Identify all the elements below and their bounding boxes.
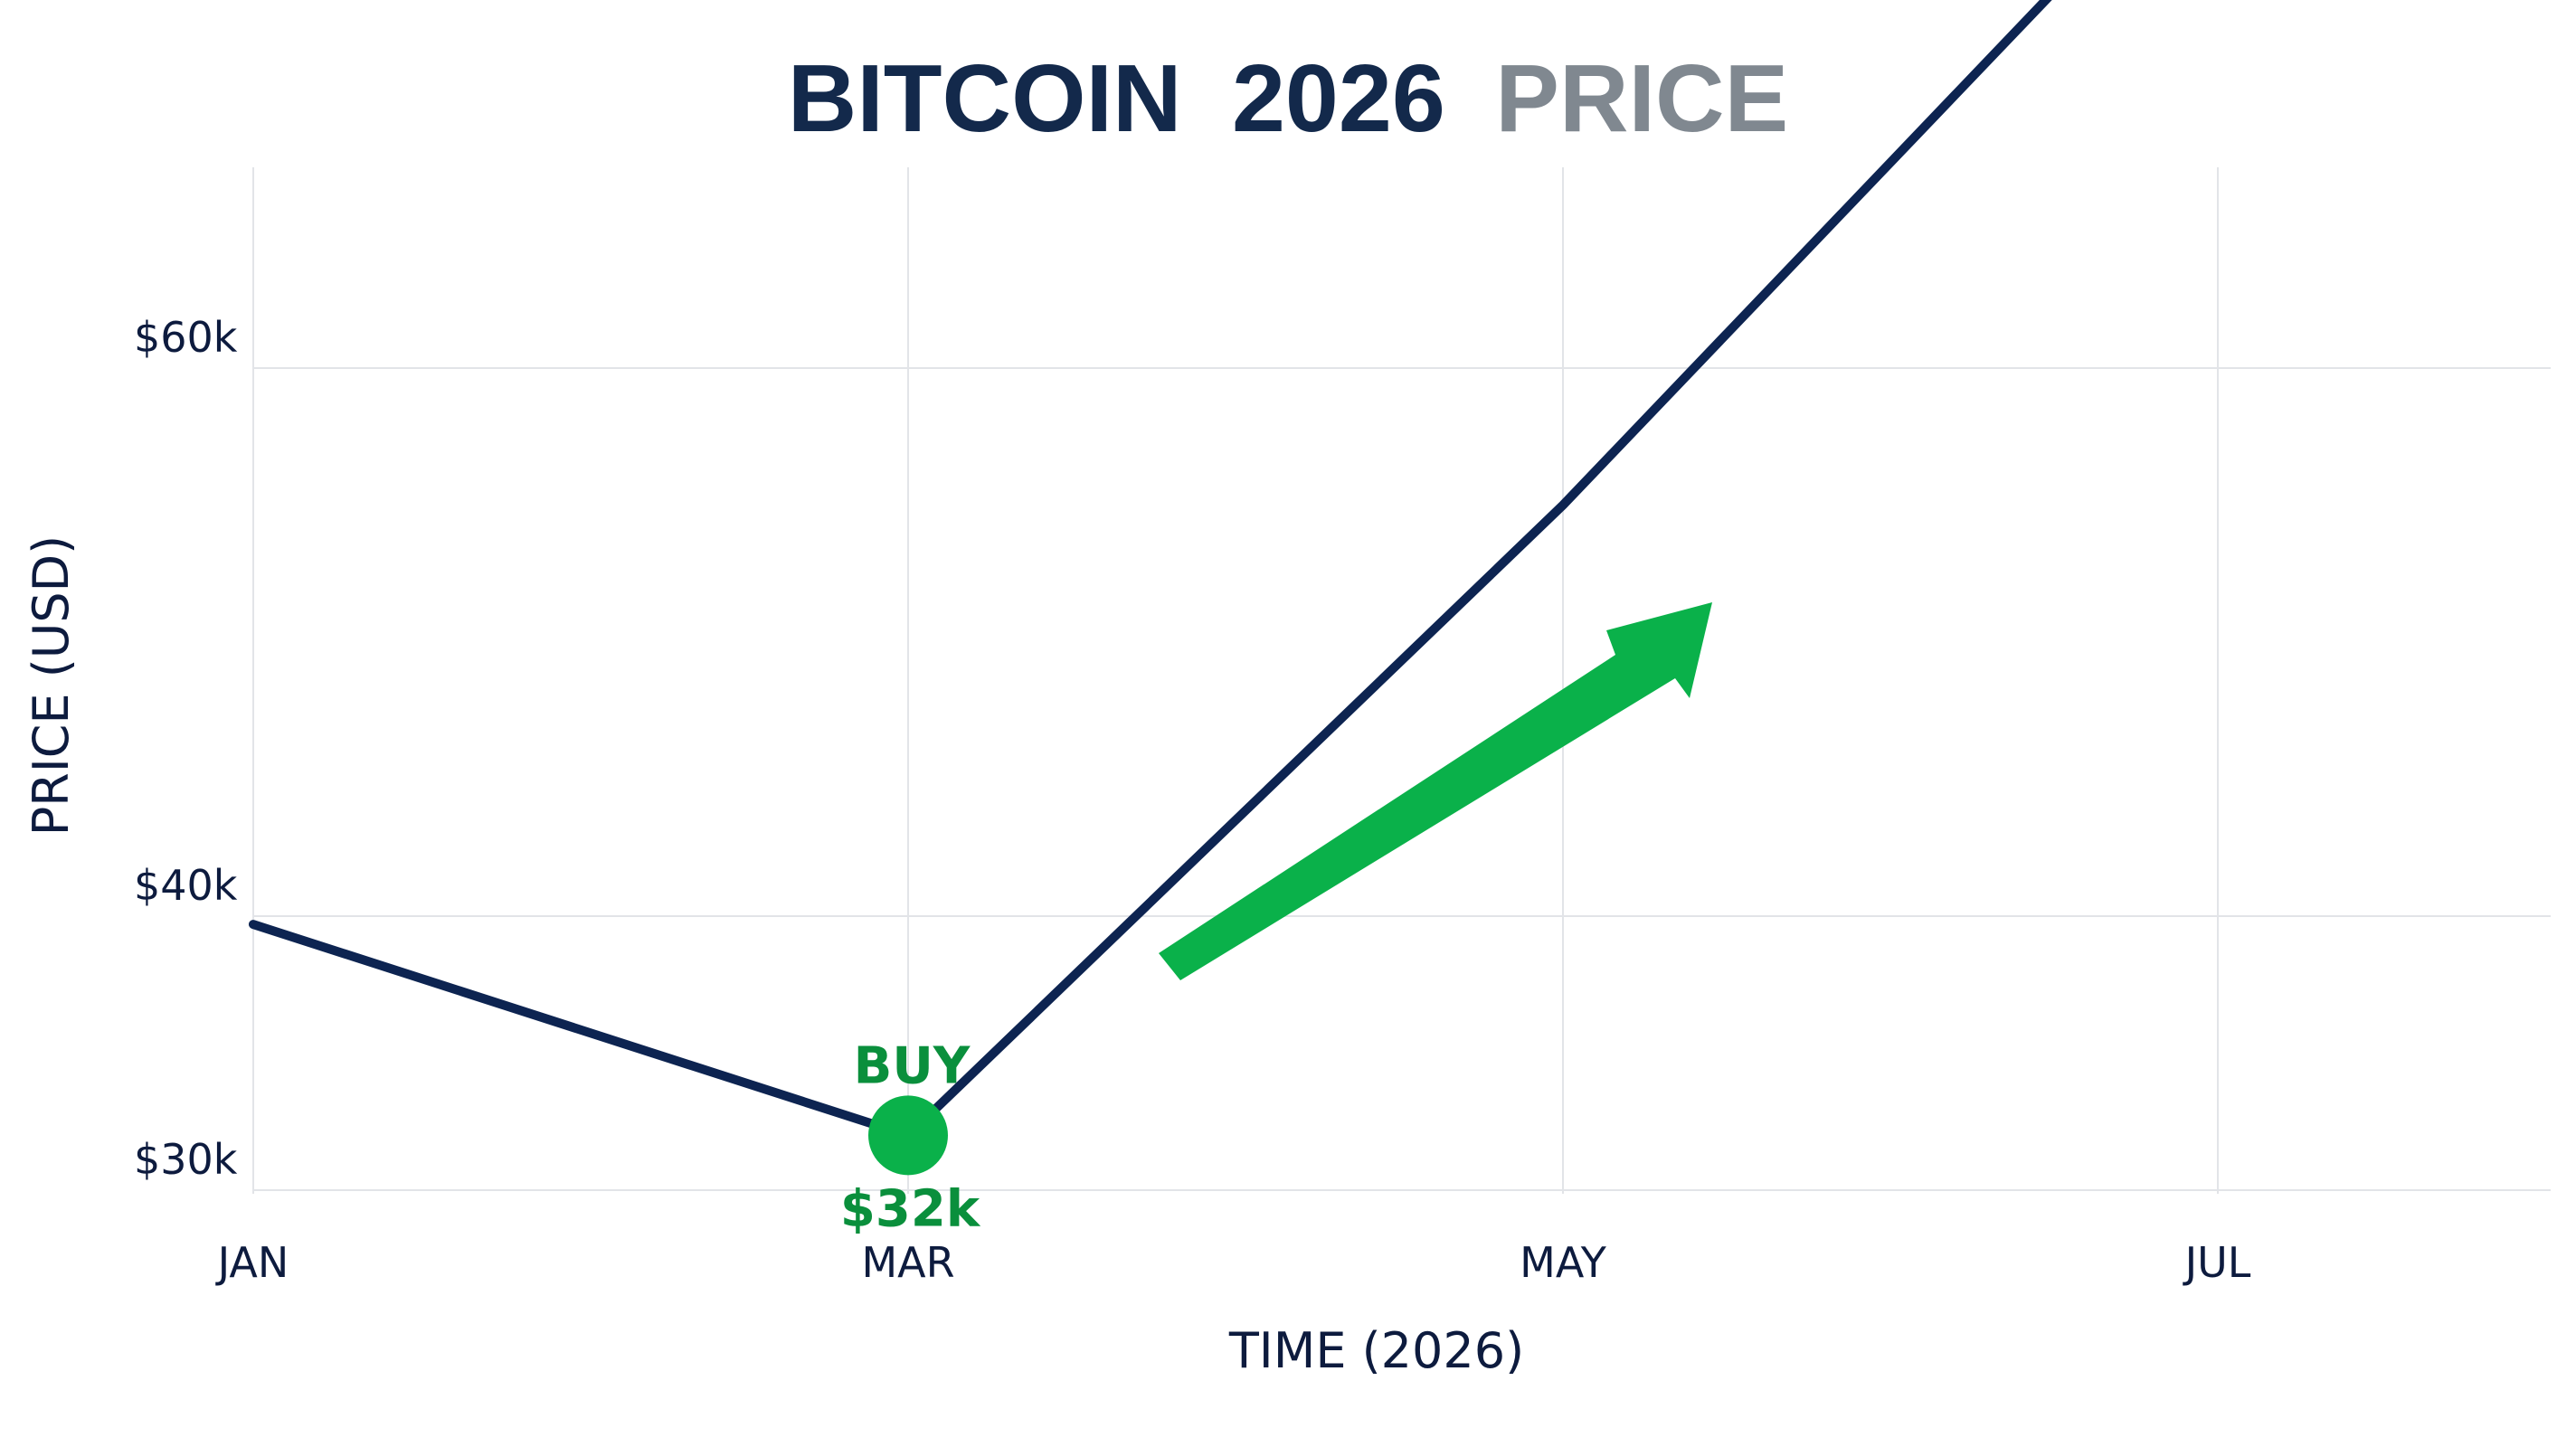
buy-point-marker	[868, 1095, 948, 1176]
chart-title-part1: BITCOIN	[788, 45, 1182, 152]
grid-lines	[252, 167, 2551, 1194]
price-line	[249, 0, 2052, 1140]
buy-label: BUY	[854, 1036, 971, 1095]
up-trend-arrow	[1159, 602, 1712, 980]
x-tick-label: MAR	[861, 1238, 954, 1287]
y-tick-label: $30k	[134, 1135, 238, 1184]
chart-title-part3: PRICE	[1495, 45, 1788, 152]
y-tick-label: $40k	[134, 861, 238, 910]
price-series	[249, 0, 2052, 1140]
x-tick-label: JAN	[215, 1238, 289, 1287]
chart-title: BITCOIN 2026 PRICE	[788, 45, 1788, 152]
x-tick-labels: JAN MAR MAY JUL	[215, 1238, 2251, 1287]
y-tick-labels: $30k$40k$60k$80k	[134, 313, 238, 1184]
buy-price-label: $32k	[840, 1179, 981, 1238]
x-tick-label: JUL	[2183, 1238, 2251, 1287]
y-axis-label: PRICE (USD)	[23, 535, 80, 837]
annotations: BUY$32kPROFIT	[840, 1036, 981, 1238]
chart-title-part2: 2026	[1232, 45, 1445, 152]
y-tick-label: $60k	[134, 313, 238, 362]
x-axis-label: TIME (2026)	[1228, 1322, 1524, 1379]
x-tick-label: MAY	[1520, 1238, 1607, 1287]
up-trend-arrow-shape	[1159, 602, 1712, 980]
